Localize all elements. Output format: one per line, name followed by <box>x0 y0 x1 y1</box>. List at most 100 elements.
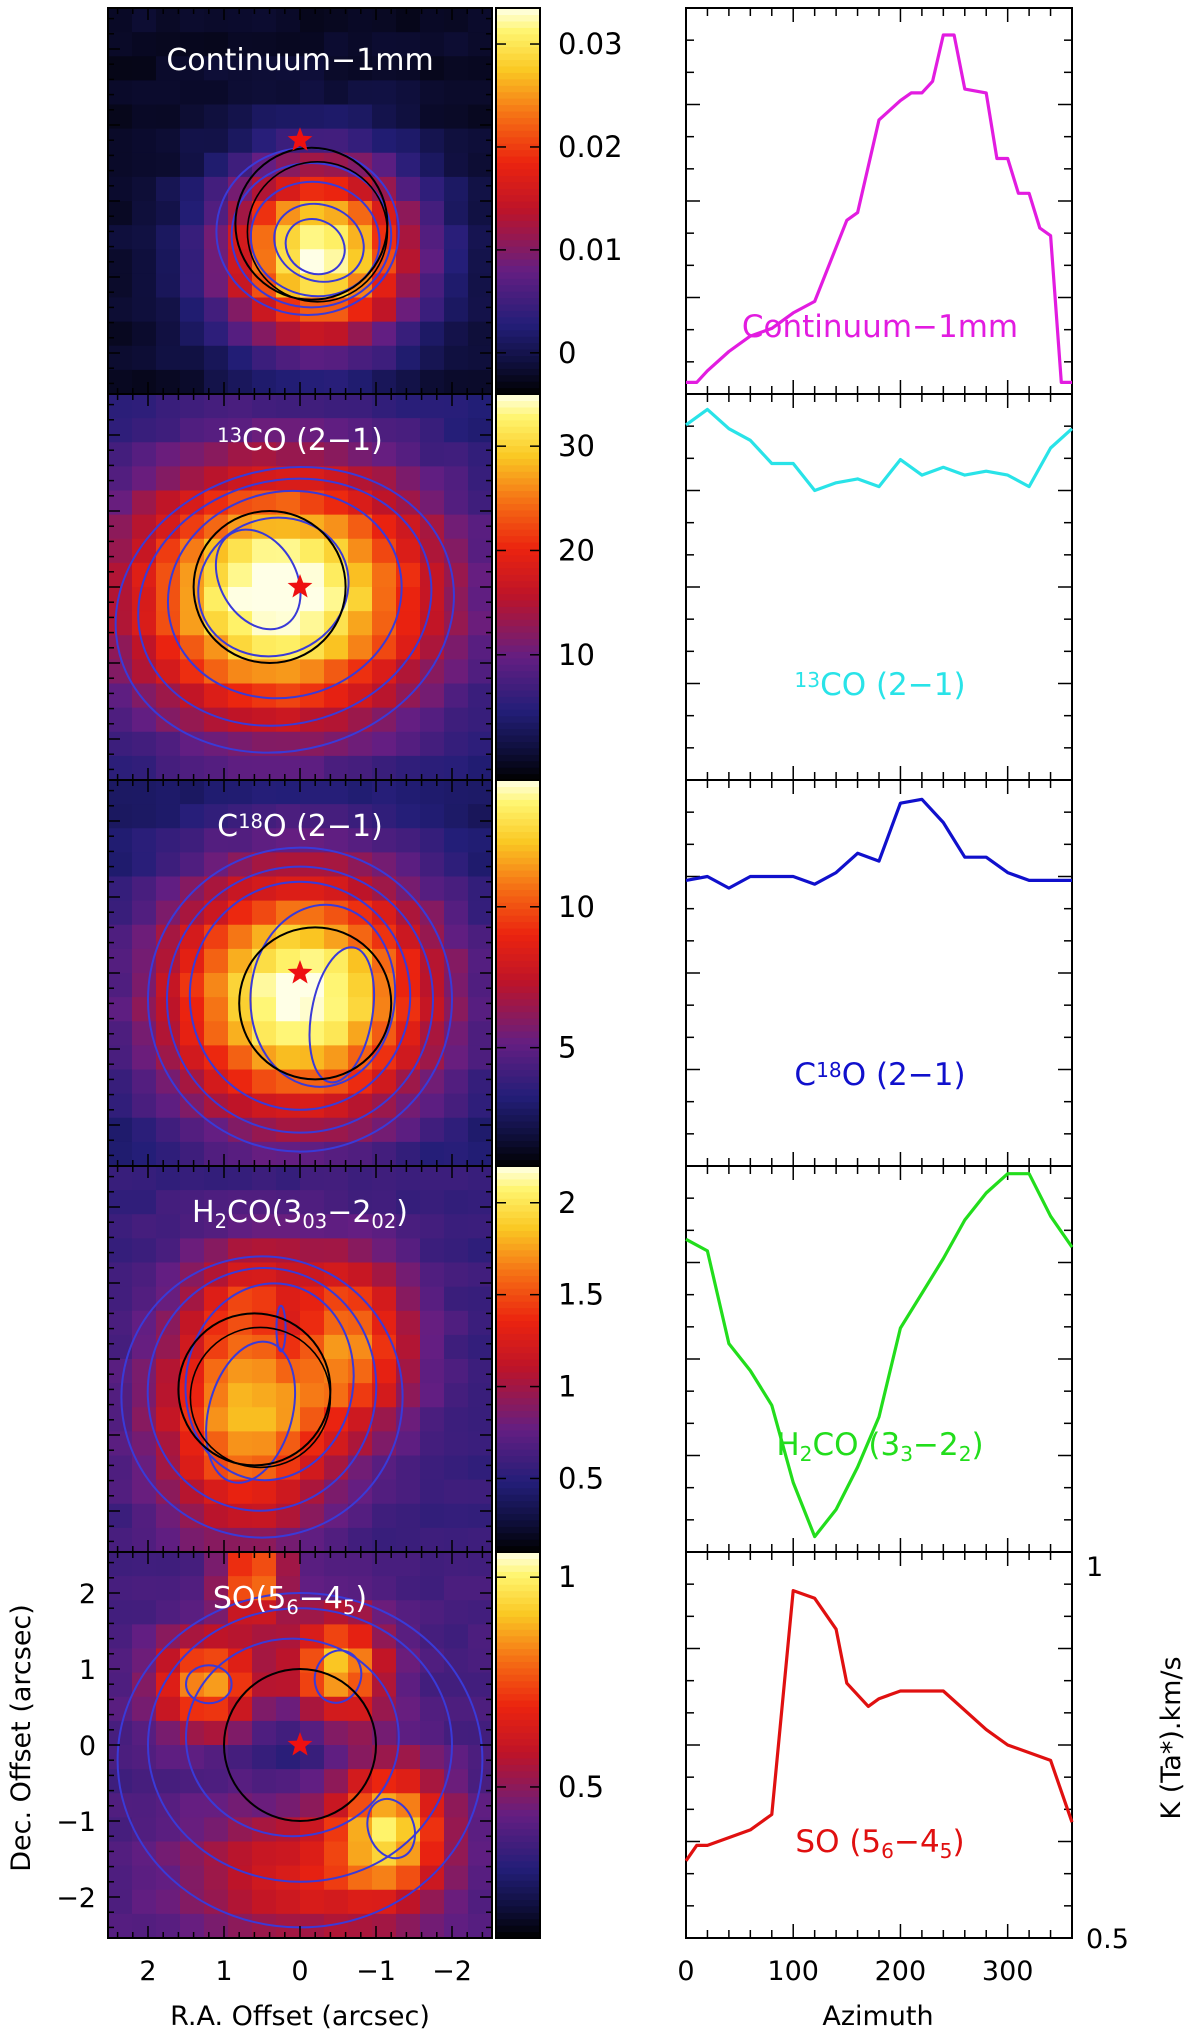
map-pixel <box>228 828 253 853</box>
colorbar-swatch <box>496 1558 540 1566</box>
map-pixel <box>300 225 325 250</box>
map-pixel <box>108 924 133 950</box>
colorbar-swatch <box>496 587 540 595</box>
map-pixel <box>444 1166 469 1191</box>
map-pixel <box>108 1334 133 1360</box>
colorbar-swatch <box>496 1828 540 1836</box>
colorbar-swatch <box>496 651 540 659</box>
colorbar-swatch <box>496 1075 540 1083</box>
map-pixel <box>420 1865 445 1891</box>
map-pixel <box>204 32 229 57</box>
map-pixel <box>204 514 229 540</box>
map-pixel <box>420 1527 445 1552</box>
map-pixel <box>180 828 205 853</box>
map-pixel <box>444 1624 469 1650</box>
map-pixel <box>420 8 445 33</box>
colorbar-swatch <box>496 149 540 157</box>
map-pixel <box>156 755 181 780</box>
map-pixel <box>252 297 277 323</box>
map-pixel <box>396 1383 421 1408</box>
map-pixel <box>420 1190 445 1215</box>
map-pixel <box>396 1576 421 1601</box>
contour-line <box>308 946 376 1084</box>
map-pixel <box>324 8 349 33</box>
map-pixel <box>204 948 229 974</box>
map-pixel <box>156 56 181 81</box>
colorbar-swatch <box>496 374 540 382</box>
map-pixel <box>348 1769 373 1794</box>
map-pixel <box>396 852 421 878</box>
map-pixel <box>396 1214 421 1239</box>
map-pixel <box>204 273 229 299</box>
map-pixel <box>348 611 373 636</box>
colorbar-swatch <box>496 670 540 678</box>
map-pixel <box>300 1600 325 1625</box>
colorbar-swatch <box>496 1674 540 1682</box>
map-pixel <box>468 321 492 347</box>
contour-line <box>230 162 393 309</box>
map-pixel <box>396 755 421 780</box>
map-pixel <box>228 1865 253 1891</box>
map-pixel <box>372 731 397 757</box>
map-label-sup: 13 <box>217 424 242 447</box>
map-pixel <box>228 1407 253 1432</box>
colorbar-swatch <box>496 1590 540 1598</box>
map-pixel <box>204 1141 229 1166</box>
map-pixel <box>348 804 373 829</box>
profile-label-sub1: 6 <box>881 1839 894 1863</box>
map-pixel <box>132 828 157 853</box>
map-pixel <box>372 1696 397 1722</box>
colorbar-swatch <box>496 1236 540 1244</box>
map-pixel <box>420 876 445 902</box>
colorbar-swatch <box>496 310 540 318</box>
colorbar-swatch <box>496 181 540 189</box>
map-pixel <box>276 201 301 226</box>
colorbar-swatch <box>496 394 540 402</box>
map-pixel <box>444 731 469 757</box>
map-pixel <box>300 1238 325 1264</box>
colorbar-swatch <box>496 1185 540 1193</box>
map-pixel <box>300 104 325 130</box>
dec-tick-label: 1 <box>79 1655 96 1686</box>
colorbar-swatch <box>496 1339 540 1347</box>
map-pixel <box>468 418 492 443</box>
map-pixel <box>324 1889 349 1915</box>
colorbar-swatch <box>496 960 540 968</box>
map-pixel <box>468 1913 492 1938</box>
map-pixel <box>348 1696 373 1722</box>
map-pixel <box>324 1334 349 1360</box>
colorbar-swatch <box>496 1449 540 1457</box>
colorbar-swatch <box>496 1680 540 1688</box>
map-pixel <box>348 828 373 853</box>
colorbar-swatch <box>496 65 540 73</box>
map-pixel <box>420 1407 445 1432</box>
map-pixel <box>468 1214 492 1239</box>
map-pixel <box>300 804 325 829</box>
map-pixel <box>420 1648 445 1674</box>
map-pixel <box>444 514 469 540</box>
colorbar-swatch <box>496 966 540 974</box>
map-pixel <box>372 1817 397 1843</box>
map-pixel <box>228 345 253 371</box>
colorbar-swatch <box>496 1577 540 1585</box>
map-pixel <box>156 418 181 443</box>
map-pixel <box>324 948 349 974</box>
map-pixel <box>156 297 181 323</box>
map-pixel <box>468 1552 492 1577</box>
map-pixel <box>324 635 349 660</box>
map-pixel <box>180 128 205 154</box>
map-pixel <box>348 225 373 250</box>
contour-line <box>114 465 455 754</box>
map-pixel <box>444 297 469 323</box>
colorbar-3: 10 5 <box>495 779 595 1167</box>
map-pixel <box>324 707 349 733</box>
left-xlabel: R.A. Offset (arcsec) <box>170 2001 430 2032</box>
map-pixel <box>444 1431 469 1457</box>
map-pixel <box>348 1889 373 1915</box>
map-pixel <box>180 225 205 250</box>
map-pixel <box>228 321 253 347</box>
map-pixel <box>324 1672 349 1698</box>
map-pixel <box>156 8 181 33</box>
colorbar-swatch <box>496 857 540 865</box>
map-pixel <box>444 273 469 299</box>
